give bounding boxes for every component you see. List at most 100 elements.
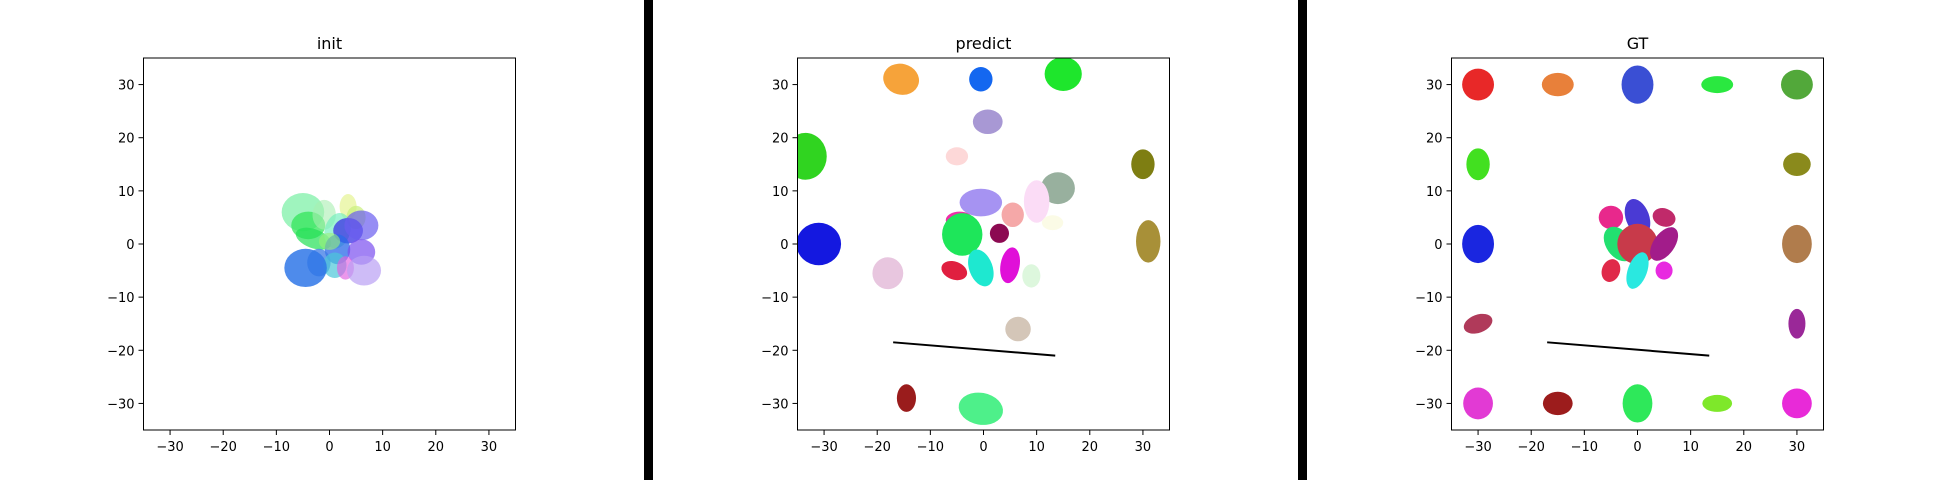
data-line-0	[893, 341, 1056, 357]
x-tick-label: −30	[810, 440, 837, 455]
x-tick-label: 30	[481, 440, 498, 455]
data-ellipse-13	[1622, 384, 1653, 423]
data-ellipse-0	[883, 63, 920, 95]
data-ellipse-15	[1136, 220, 1161, 263]
data-ellipse-9	[1463, 313, 1493, 334]
data-ellipse-8	[1782, 224, 1812, 264]
plot-content	[281, 192, 382, 288]
y-tick-label: −20	[107, 344, 134, 359]
data-ellipse-16	[318, 232, 341, 250]
data-ellipse-17	[872, 257, 904, 290]
x-tick-label: −20	[863, 440, 890, 455]
data-ellipse-16	[1598, 205, 1624, 230]
data-ellipse-24	[958, 392, 1003, 425]
x-tick-label: 0	[325, 440, 333, 455]
data-ellipse-20	[1617, 223, 1658, 265]
x-tick-label: −30	[1464, 440, 1491, 455]
data-ellipse-14	[989, 223, 1010, 243]
data-ellipse-2	[1621, 65, 1654, 104]
x-tick-label: 20	[428, 440, 445, 455]
data-ellipse-12	[1542, 391, 1573, 416]
panel-separator-2	[1298, 0, 1307, 480]
y-tick-label: −30	[1415, 397, 1442, 412]
data-ellipse-9	[1023, 180, 1050, 223]
plot-content	[797, 58, 1161, 425]
panel-init: −30 −20 −10 0 10 20 30 −30 −20 −10 0 10 20 30 init	[107, 34, 516, 455]
y-tick-label: −10	[107, 291, 134, 306]
y-tick-label: −30	[107, 397, 134, 412]
data-ellipse-23	[1626, 252, 1649, 289]
data-ellipse-14	[347, 255, 382, 286]
data-ellipse-15	[1782, 388, 1812, 419]
data-ellipse-1	[969, 67, 993, 92]
y-tick-label: 0	[1434, 238, 1442, 253]
x-tick-label: 10	[1028, 440, 1045, 455]
x-tick-label: 20	[1082, 440, 1099, 455]
y-tick-label: 10	[772, 185, 789, 200]
data-ellipse-18	[941, 260, 968, 281]
data-ellipse-14	[1702, 394, 1733, 412]
y-tick-label: 20	[118, 132, 135, 147]
y-tick-label: 0	[126, 238, 134, 253]
y-tick-label: −30	[761, 397, 788, 412]
y-tick-label: −20	[1415, 344, 1442, 359]
data-ellipse-6	[1131, 149, 1155, 180]
data-line-0	[1547, 341, 1710, 357]
data-ellipse-7	[1462, 224, 1495, 264]
data-ellipse-16	[797, 222, 842, 266]
data-ellipse-10	[1788, 308, 1806, 339]
data-ellipse-15	[284, 248, 327, 288]
data-ellipse-11	[1463, 387, 1493, 420]
y-tick-label: −10	[1415, 291, 1442, 306]
x-tick-label: −10	[1571, 440, 1598, 455]
x-tick-label: 20	[1736, 440, 1753, 455]
data-ellipse-20	[1000, 247, 1021, 284]
data-ellipse-4	[797, 132, 827, 180]
x-tick-label: −30	[156, 440, 183, 455]
data-ellipse-22	[1601, 259, 1621, 282]
x-tick-label: 0	[1633, 440, 1641, 455]
y-tick-label: 10	[1426, 185, 1443, 200]
data-ellipse-23	[896, 384, 917, 412]
data-ellipse-1	[1541, 72, 1574, 97]
panel-title: predict	[956, 34, 1012, 53]
x-tick-label: 10	[1682, 440, 1699, 455]
y-tick-label: 0	[780, 238, 788, 253]
data-ellipse-19	[968, 249, 994, 287]
x-tick-label: −10	[263, 440, 290, 455]
data-ellipse-7	[1040, 172, 1075, 205]
y-tick-label: 10	[118, 185, 135, 200]
data-ellipse-5	[1466, 148, 1490, 181]
panel-separator-1	[644, 0, 653, 480]
y-tick-label: −20	[761, 344, 788, 359]
y-tick-label: 20	[772, 132, 789, 147]
data-ellipse-18	[1652, 208, 1676, 227]
data-ellipse-6	[1783, 152, 1811, 176]
data-ellipse-21	[1650, 227, 1679, 261]
x-tick-label: 0	[979, 440, 987, 455]
data-ellipse-22	[1005, 316, 1031, 342]
data-ellipse-8	[959, 188, 1003, 217]
data-ellipse-10	[1041, 215, 1064, 231]
x-tick-label: −20	[1517, 440, 1544, 455]
data-ellipse-4	[1780, 69, 1813, 100]
data-ellipse-3	[972, 109, 1003, 134]
y-tick-label: 30	[772, 79, 789, 94]
data-ellipse-13	[942, 213, 983, 256]
y-tick-label: −10	[761, 291, 788, 306]
x-tick-label: −10	[917, 440, 944, 455]
x-tick-label: 10	[374, 440, 391, 455]
x-tick-label: −20	[209, 440, 236, 455]
data-ellipse-21	[1022, 264, 1041, 288]
data-ellipse-2	[1044, 58, 1082, 91]
data-ellipse-8	[344, 210, 379, 241]
data-ellipse-3	[1701, 76, 1734, 94]
panel-predict: −30 −20 −10 0 10 20 30 −30 −20 −10 0 10 20 30 predict	[761, 34, 1170, 455]
data-ellipse-24	[1655, 261, 1673, 280]
data-ellipse-5	[945, 147, 969, 166]
plot-content	[1462, 65, 1813, 423]
panel-GT: −30 −20 −10 0 10 20 30 −30 −20 −10 0 10 20 30 GT	[1415, 34, 1824, 455]
data-ellipse-0	[1462, 68, 1495, 101]
y-tick-label: 30	[118, 79, 135, 94]
